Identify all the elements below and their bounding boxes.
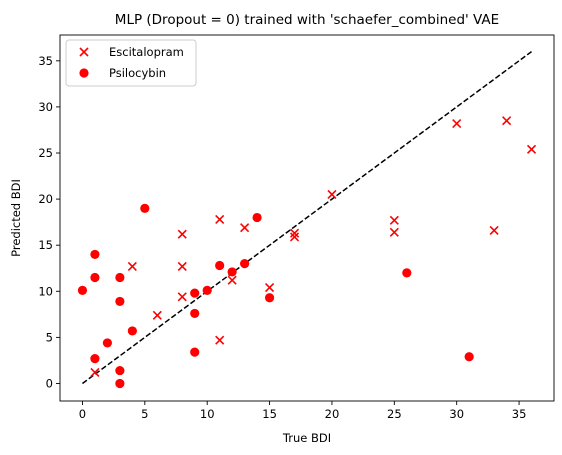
- x-tick-label: 25: [387, 407, 402, 421]
- legend-marker-x: [79, 47, 89, 57]
- reference-line: [82, 50, 532, 385]
- point-psilocybin: [127, 326, 137, 336]
- point-escitalopram: [327, 189, 337, 200]
- point-psilocybin: [140, 203, 150, 213]
- legend-label-escitalopram: Escitalopram: [109, 45, 184, 59]
- point-escitalopram: [389, 227, 399, 237]
- y-tick-label: 30: [38, 100, 53, 114]
- legend: Escitalopram Psilocybin: [65, 39, 197, 87]
- point-psilocybin: [115, 296, 125, 307]
- point-psilocybin: [102, 338, 113, 348]
- x-axis-label: True BDI: [282, 431, 331, 445]
- point-psilocybin: [77, 285, 88, 295]
- legend-circle-glyph: [79, 68, 89, 78]
- point-psilocybin: [115, 378, 125, 389]
- point-escitalopram: [489, 225, 499, 236]
- legend-x-glyph: [79, 47, 89, 57]
- y-axis-label: Predicted BDI: [9, 179, 23, 257]
- y-tick-label: 15: [38, 238, 53, 252]
- x-tick-label: 20: [325, 407, 340, 421]
- x-tick-label: 15: [262, 407, 277, 421]
- point-escitalopram: [215, 214, 225, 224]
- point-escitalopram: [452, 118, 462, 129]
- point-psilocybin: [115, 272, 125, 283]
- point-escitalopram: [502, 116, 512, 126]
- point-escitalopram: [526, 144, 537, 154]
- y-tick-label: 0: [46, 376, 53, 390]
- point-escitalopram: [289, 232, 300, 242]
- point-psilocybin: [190, 288, 200, 298]
- x-tick-label: 35: [512, 407, 527, 421]
- point-escitalopram: [177, 292, 187, 302]
- point-escitalopram: [152, 310, 162, 320]
- point-escitalopram: [289, 228, 300, 238]
- axes-frame: [59, 34, 555, 402]
- point-psilocybin: [402, 268, 412, 278]
- point-escitalopram: [240, 223, 250, 233]
- point-psilocybin: [202, 285, 212, 295]
- point-psilocybin: [215, 260, 225, 271]
- point-psilocybin: [252, 212, 262, 223]
- plot-area: 0 5 10 15 20 25 30 35 0 5 10 15 20 25 30 35: [38, 34, 555, 421]
- x-tick-label: 10: [200, 407, 215, 421]
- point-escitalopram: [177, 229, 187, 239]
- legend-marker-circle: [79, 68, 89, 78]
- point-psilocybin: [90, 249, 100, 260]
- point-psilocybin: [190, 308, 200, 319]
- point-psilocybin: [190, 347, 200, 357]
- x-tick-label: 0: [79, 407, 86, 421]
- point-psilocybin: [90, 272, 100, 283]
- legend-entry-psilocybin: Psilocybin: [79, 66, 166, 80]
- point-psilocybin: [90, 353, 100, 364]
- legend-box: [65, 39, 197, 87]
- y-tick-label: 20: [38, 192, 53, 206]
- y-tick-label: 5: [46, 330, 53, 344]
- point-psilocybin: [227, 267, 237, 277]
- point-escitalopram: [127, 261, 137, 271]
- legend-label-psilocybin: Psilocybin: [109, 66, 166, 80]
- point-psilocybin: [240, 259, 250, 269]
- point-psilocybin: [264, 293, 275, 303]
- point-escitalopram: [389, 215, 399, 225]
- point-psilocybin: [464, 352, 474, 362]
- point-escitalopram: [177, 261, 187, 271]
- x-tick-label: 30: [449, 407, 464, 421]
- point-escitalopram: [227, 275, 237, 285]
- point-escitalopram: [265, 283, 275, 293]
- y-tick-label: 10: [38, 284, 53, 298]
- point-psilocybin: [115, 365, 125, 376]
- y-tick-label: 25: [38, 146, 53, 160]
- legend-entry-escitalopram: Escitalopram: [79, 45, 184, 59]
- point-escitalopram: [90, 367, 100, 377]
- chart-title: MLP (Dropout = 0) trained with 'schaefer…: [115, 12, 499, 28]
- x-tick-label: 5: [141, 407, 148, 421]
- point-escitalopram: [215, 335, 225, 345]
- y-tick-label: 35: [38, 54, 53, 68]
